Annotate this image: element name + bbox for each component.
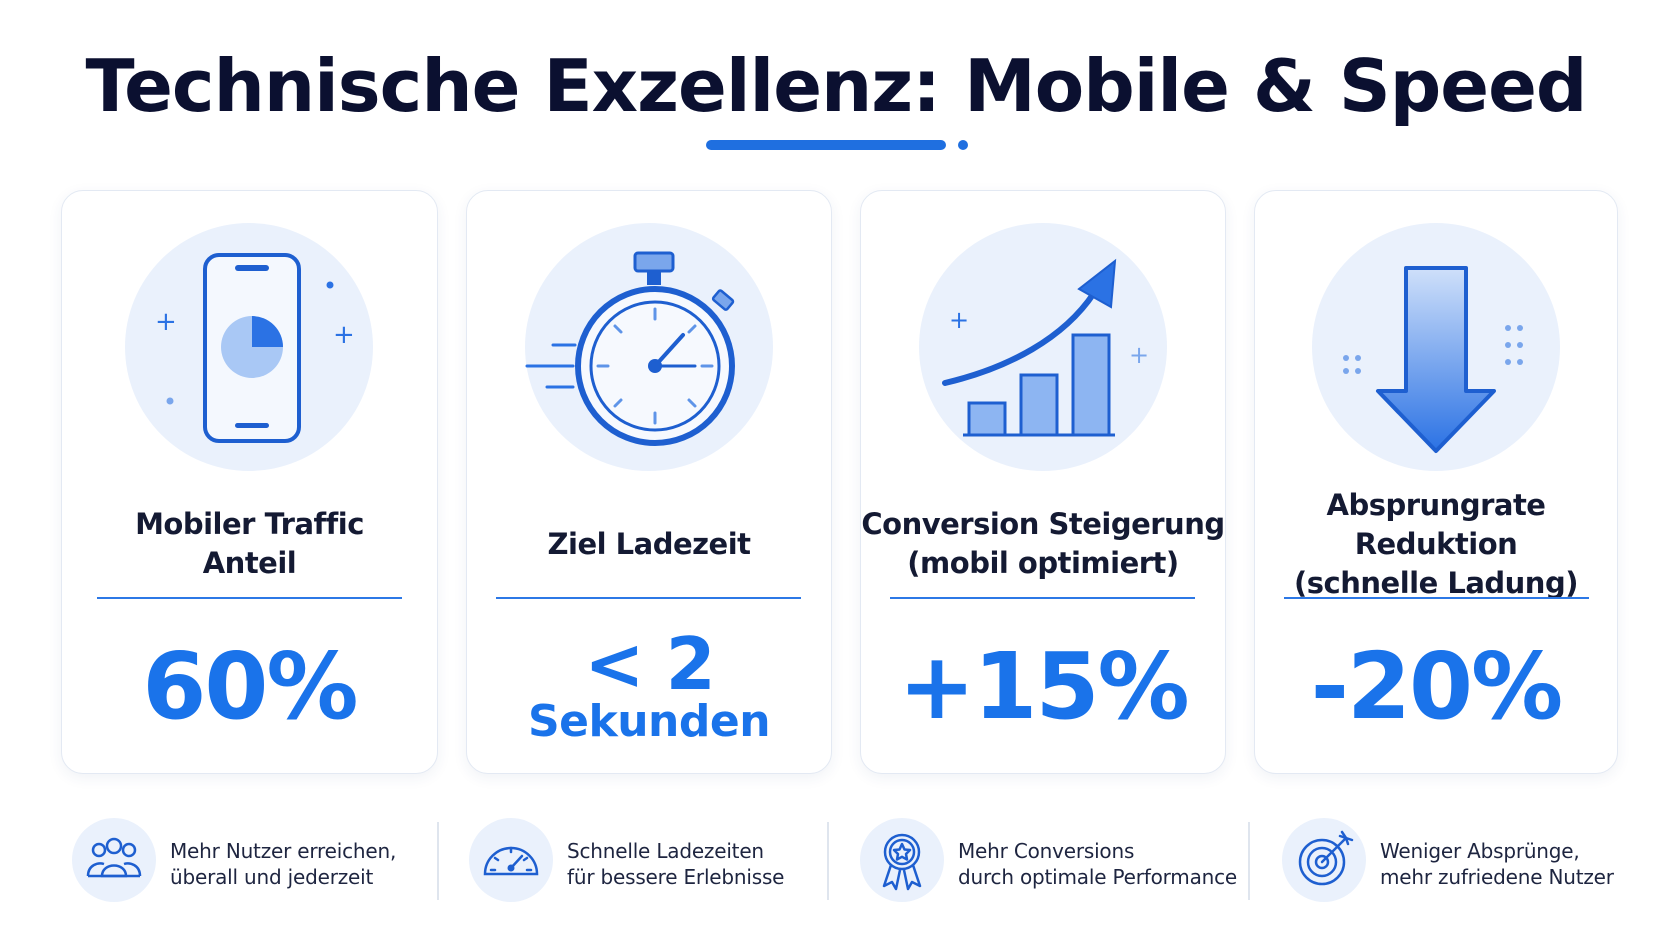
feature-text-line: Weniger Absprünge, <box>1380 839 1580 863</box>
users-icon <box>72 818 156 902</box>
page-title: Technische Exzellenz: Mobile & Speed <box>85 44 1588 128</box>
title-underline <box>706 140 946 150</box>
card-divider <box>890 597 1195 599</box>
speedometer-icon <box>469 818 553 902</box>
card-load-time: Ziel Ladezeit < 2 Sekunden <box>466 190 832 774</box>
card-value: -20% <box>1310 632 1563 740</box>
feature-more-conversions: Mehr Conversions durch optimale Performa… <box>860 818 1237 904</box>
feature-text-line: durch optimale Performance <box>958 865 1238 889</box>
feature-separator <box>437 822 439 900</box>
feature-separator <box>1248 822 1250 900</box>
feature-text-line: überall und jederzeit <box>170 865 374 889</box>
feature-text-line: Mehr Nutzer erreichen, <box>170 839 397 863</box>
card-mobile-traffic: + + Mobiler Traffic Anteil 60% <box>61 190 438 774</box>
feature-text: Mehr Conversions durch optimale Performa… <box>958 838 1288 890</box>
card-label: Conversion Steigerung (mobil optimiert) <box>861 507 1225 580</box>
card-label: Ziel Ladezeit <box>547 526 752 561</box>
card-value: +15% <box>898 632 1189 740</box>
stopwatch-icon <box>525 223 773 471</box>
card-divider <box>1284 597 1589 599</box>
growth-chart-icon: + + <box>919 223 1167 471</box>
feature-text-line: Mehr Conversions <box>958 839 1135 863</box>
feature-text-line: für bessere Erlebnisse <box>567 865 785 889</box>
target-icon <box>1282 818 1366 902</box>
card-conversion: + + Conversion Steigerung (mobil optimie… <box>860 190 1226 774</box>
card-value-primary: < 2 <box>584 622 715 706</box>
card-bounce-rate: Absprungrate Reduktion (schnelle Ladung)… <box>1254 190 1618 774</box>
feature-text-line: Schnelle Ladezeiten <box>567 839 764 863</box>
feature-text: Weniger Absprünge, mehr zufriedene Nutze… <box>1380 838 1672 890</box>
feature-fewer-bounces: Weniger Absprünge, mehr zufriedene Nutze… <box>1282 818 1654 904</box>
card-value: 60% <box>142 632 358 740</box>
feature-fast-loading: Schnelle Ladezeiten für bessere Erlebnis… <box>469 818 829 904</box>
card-label: Mobiler Traffic Anteil <box>135 507 364 580</box>
card-value-unit: Sekunden <box>527 696 771 747</box>
svg-text:+: + <box>333 320 355 350</box>
title-dot <box>958 140 968 150</box>
card-label: Absprungrate Reduktion (schnelle Ladung) <box>1294 487 1578 600</box>
feature-reach-users: Mehr Nutzer erreichen, überall und jeder… <box>72 818 432 904</box>
card-divider <box>97 597 402 599</box>
smartphone-pie-icon: + + <box>125 223 373 471</box>
feature-text: Schnelle Ladezeiten für bessere Erlebnis… <box>567 838 897 890</box>
feature-text: Mehr Nutzer erreichen, überall und jeder… <box>170 838 500 890</box>
svg-text:+: + <box>949 306 969 334</box>
svg-text:+: + <box>155 307 177 337</box>
down-arrow-icon <box>1312 223 1560 471</box>
feature-separator <box>827 822 829 900</box>
svg-text:+: + <box>1129 341 1149 369</box>
card-value: < 2 Sekunden <box>467 621 831 751</box>
feature-text-line: mehr zufriedene Nutzer <box>1380 865 1614 889</box>
card-divider <box>496 597 801 599</box>
award-badge-icon <box>860 818 944 902</box>
